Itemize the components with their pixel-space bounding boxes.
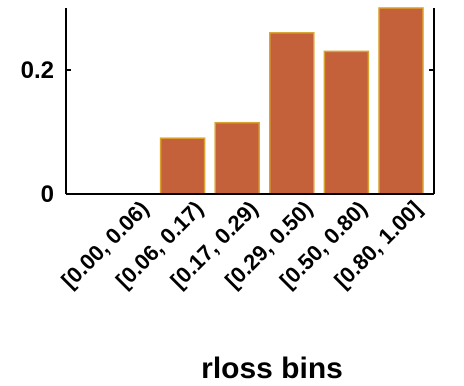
bars-group [161, 8, 423, 194]
x-axis-title: rloss bins [201, 352, 343, 385]
bar-3 [270, 33, 314, 194]
x-tick-labels-group: [0.00, 0.06)[0.06, 0.17)[0.17, 0.29)[0.2… [56, 196, 426, 293]
y-tick-label-0: 0 [41, 181, 54, 208]
bar-4 [324, 51, 368, 194]
bar-2 [215, 123, 259, 194]
bar-1 [161, 138, 205, 194]
y-tick-label-1: 0.2 [21, 57, 54, 84]
bar-5 [379, 8, 423, 194]
